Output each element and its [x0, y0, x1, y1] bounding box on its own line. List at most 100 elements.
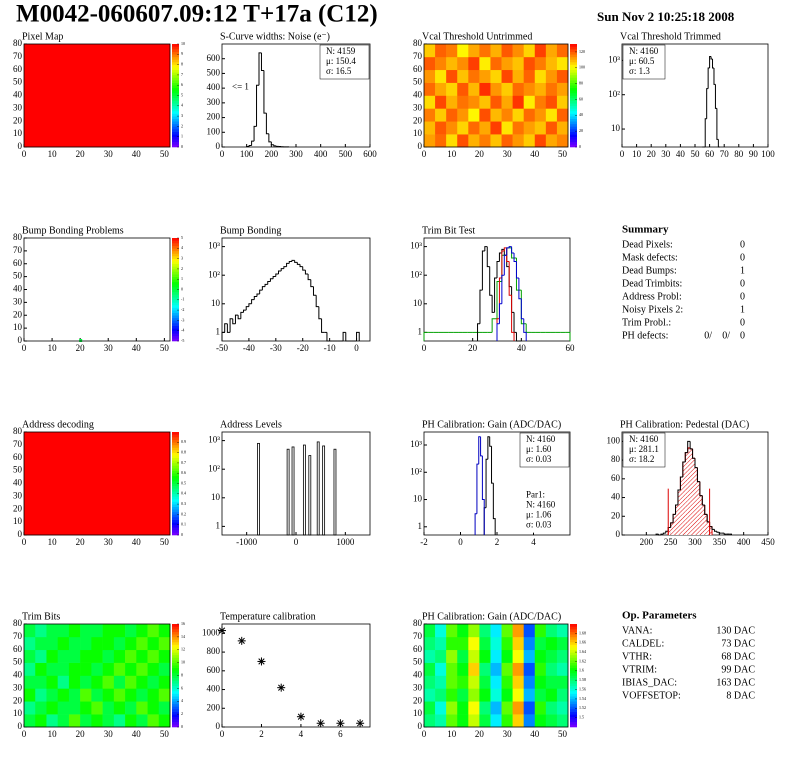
heatmap-cell — [133, 69, 171, 96]
colorbar-label: 14 — [181, 634, 185, 639]
plot-frame — [423, 43, 569, 148]
histogram-bin — [481, 250, 485, 291]
table-value: 1 — [740, 265, 745, 276]
colorbar-segment — [172, 468, 179, 471]
colorbar-segment — [172, 294, 179, 298]
histogram-bin — [670, 522, 674, 528]
histogram-bin — [714, 84, 717, 109]
colorbar-label: 0.1 — [181, 522, 186, 527]
colorbar-label: 4 — [181, 103, 183, 108]
heatmap-cell — [468, 69, 480, 83]
star-marker — [237, 636, 246, 645]
colorbar-segment — [570, 134, 577, 137]
colorbar-segment — [172, 95, 179, 99]
colorbar-segment — [172, 44, 179, 47]
colorbar-segment — [570, 652, 577, 656]
heatmap-cell — [446, 675, 458, 689]
histogram-bin — [484, 246, 488, 252]
colorbar-segment — [570, 59, 577, 63]
heatmap-cell — [424, 121, 436, 135]
histogram-bin — [508, 246, 512, 248]
histogram-bin — [229, 318, 233, 333]
colorbar-label: 10 — [181, 41, 185, 46]
heatmap-cell — [512, 636, 524, 651]
y-tick-label: 10³ — [410, 241, 422, 251]
colorbar-segment — [172, 665, 179, 669]
colorbar-label: 0.6 — [181, 470, 186, 475]
x-tick-label: 600 — [363, 149, 377, 159]
y-tick-label: 20 — [13, 115, 23, 125]
heatmap-cell — [57, 662, 70, 676]
colorbar-segment — [172, 688, 179, 692]
colorbar-segment — [172, 64, 179, 68]
y-tick-label: 20 — [13, 309, 23, 319]
histogram-bin — [515, 261, 519, 279]
x-tick-label: 50 — [160, 729, 170, 739]
histogram-bin — [694, 458, 698, 469]
heatmap-cell — [435, 95, 447, 109]
heatmap-cell — [136, 714, 148, 728]
heatmap-cell — [446, 714, 458, 728]
heatmap-cell — [512, 44, 524, 58]
heatmap-cell — [102, 636, 115, 651]
histogram-bin — [492, 483, 496, 535]
heatmap-cell — [523, 714, 536, 728]
heatmap-cell — [91, 688, 103, 702]
heatmap-cell — [24, 714, 36, 728]
colorbar-segment — [172, 90, 179, 94]
heatmap-cell — [60, 44, 98, 71]
colorbar-label: 0.8 — [181, 450, 186, 455]
colorbar-segment — [570, 654, 577, 658]
colorbar-segment — [172, 113, 179, 117]
colorbar-segment — [172, 703, 179, 707]
heatmap-cell — [158, 675, 171, 689]
table-label: Noisy Pixels 2: — [622, 304, 683, 315]
heatmap-cell — [147, 701, 160, 715]
heatmap-cell — [435, 82, 447, 96]
colorbar-segment — [172, 698, 179, 702]
colorbar-label: 9 — [181, 51, 183, 56]
heatmap-cell — [24, 69, 61, 96]
colorbar-segment — [172, 498, 179, 502]
colorbar-segment — [172, 271, 179, 275]
panel-title: Bump Bonding — [220, 225, 281, 236]
heatmap-cell — [556, 69, 569, 83]
colorbar-segment — [172, 325, 179, 329]
colorbar-segment — [172, 522, 179, 525]
star-stroke — [278, 684, 285, 691]
heatmap-cell — [556, 44, 569, 58]
histogram-bin — [658, 534, 661, 536]
heatmap-cell — [523, 675, 536, 689]
colorbar-segment — [172, 72, 179, 76]
heatmap-cell — [57, 649, 70, 663]
x-tick-label: 50 — [558, 149, 568, 159]
histogram-bin — [508, 261, 512, 296]
x-tick-label: -20 — [297, 343, 309, 353]
y-tick-label: 70 — [13, 631, 23, 641]
panel-title: Trim Bit Test — [422, 225, 475, 236]
heatmap-cell — [534, 56, 547, 71]
heatmap-cell — [435, 636, 447, 651]
colorbar-segment — [172, 284, 179, 288]
heatmap-cell — [424, 624, 436, 638]
histogram-bin — [498, 303, 502, 324]
histogram-bin — [511, 246, 515, 254]
histogram-bin — [494, 277, 497, 313]
heatmap-cell — [80, 675, 92, 689]
y-tick-label: 1 — [418, 326, 423, 336]
table-value: 0 — [740, 252, 745, 263]
colorbar-segment — [172, 85, 179, 89]
heatmap-cell — [80, 624, 92, 638]
colorbar-segment — [172, 56, 179, 60]
y-tick-label: 80 — [611, 454, 621, 464]
y-tick-label: 80 — [13, 426, 23, 436]
histogram-bin — [729, 533, 732, 535]
heatmap-cell — [158, 662, 171, 676]
x-tick-label: 20 — [647, 149, 657, 159]
histogram-bin — [288, 261, 292, 264]
colorbar-segment — [570, 719, 577, 723]
heatmap-cell — [512, 662, 524, 676]
colorbar-segment — [172, 462, 179, 466]
histogram-bin — [675, 504, 678, 515]
colorbar-segment — [172, 312, 179, 316]
